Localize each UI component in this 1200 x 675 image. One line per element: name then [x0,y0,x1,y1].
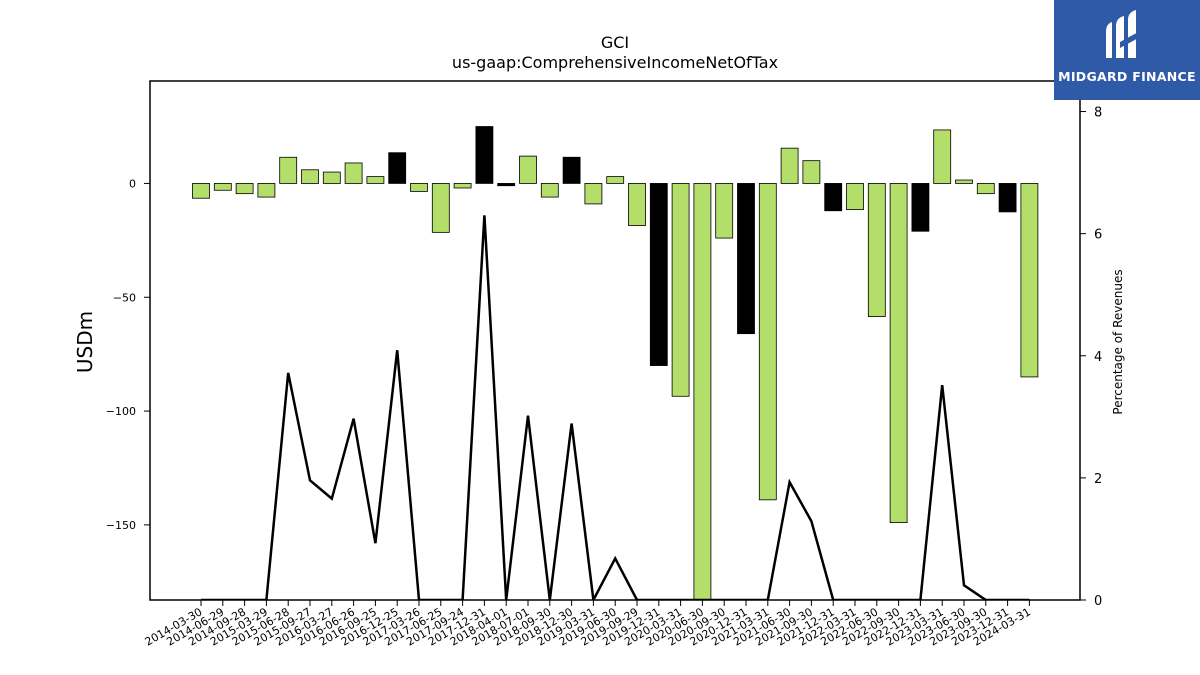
chart-subtitle: us-gaap:ComprehensiveIncomeNetOfTax [452,53,778,72]
percentage-line-series [201,215,1030,600]
y-tick-label: −150 [106,519,136,532]
y2-tick-label: 6 [1094,228,1102,243]
bar-2023-03-31 [933,129,952,184]
bar-2022-09-30 [889,183,908,524]
bar-2020-09-30 [715,183,734,239]
midgard-m-logo-icon [1106,10,1142,58]
bar-2020-12-31 [737,183,755,335]
brand-logo: MIDGARD FINANCE [1054,0,1200,100]
brand-name: MIDGARD FINANCE [1058,69,1196,84]
bar-2017-09-24 [453,183,472,189]
bar-2018-12-30 [562,156,581,184]
bar-2021-03-31 [758,183,777,501]
bar-2017-06-25 [431,183,450,233]
bar-2015-09-27 [301,169,319,184]
bar-2016-06-26 [344,162,363,184]
bar-2021-06-30 [780,147,799,184]
y2-tick-label: 2 [1094,472,1102,487]
bar-2016-03-27 [322,171,341,184]
bar-2021-09-30 [802,160,821,184]
bar-2018-07-01 [519,155,537,184]
bar-2021-12-31 [824,183,843,212]
y-tick-label: 0 [129,177,136,190]
bar-2023-06-30 [955,179,973,184]
bar-2016-12-25 [388,152,407,184]
bar-series [192,126,1039,600]
y2-axis-label: Percentage of Revenues [1111,269,1125,414]
bar-2022-06-30 [867,183,886,317]
bar-2023-12-31 [998,183,1017,213]
bar-2018-04-01 [497,183,516,187]
y2-tick-label: 0 [1094,594,1102,609]
bar-2019-06-30 [606,176,625,184]
y-tick-label: −50 [113,291,136,304]
y-axis-label: USDm [73,311,97,373]
bar-2014-06-29 [213,183,232,191]
bar-2022-03-31 [846,183,864,211]
bar-2020-06-30 [693,183,712,600]
y2-tick-label: 4 [1094,350,1102,365]
bar-2017-03-26 [410,183,428,192]
y2-tick-label: 8 [1094,106,1102,121]
line-percentage-of-revenues [201,215,1030,600]
bar-2014-03-30 [192,183,210,199]
bar-2015-06-28 [279,156,298,184]
bar-2014-09-28 [235,183,254,195]
bar-2018-09-30 [540,183,559,198]
bar-2024-03-31 [1020,183,1039,378]
bar-2016-09-25 [366,176,385,184]
x-axis: 2014-03-302014-06-292014-09-282015-03-29… [143,600,1033,649]
bar-2023-09-30 [976,183,995,195]
bar-2020-03-31 [671,183,690,397]
bar-2015-03-29 [257,183,276,198]
y-tick-label: −100 [106,405,136,418]
bar-2019-03-31 [584,183,603,205]
bar-2017-12-31 [475,126,494,184]
y-axis-right: 0 2 4 6 8 [1080,106,1102,609]
chart-title: GCI [601,33,629,52]
bar-2022-12-31 [911,183,930,232]
bar-2019-09-29 [628,183,646,226]
bar-2019-12-31 [649,183,668,366]
y-axis-left: 0 −50 −100 −150 [106,177,150,532]
